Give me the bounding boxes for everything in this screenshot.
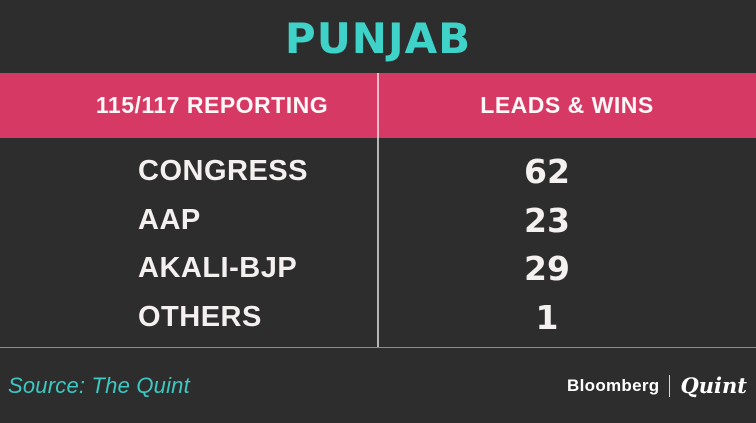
party-label: AAP — [138, 203, 201, 236]
table-row: CONGRESS 62 — [0, 147, 756, 196]
leads-wins-value: 29 — [524, 249, 570, 289]
table-row: AAP 23 — [0, 196, 756, 245]
bloomberg-wordmark: Bloomberg — [567, 375, 660, 395]
logo-divider-bar — [669, 374, 671, 397]
footer: Source: The Quint Bloomberg Quint — [0, 348, 756, 423]
party-label: OTHERS — [138, 301, 262, 334]
leads-wins-value: 23 — [524, 200, 570, 240]
table-row: OTHERS 1 — [0, 293, 756, 342]
table-body: CONGRESS 62 AAP 23 AKALI-BJP 29 OTHERS 1 — [0, 138, 756, 347]
leads-wins-value: 1 — [535, 298, 559, 338]
column-divider-line — [377, 73, 379, 347]
bloomberg-quint-logo: Bloomberg Quint — [567, 373, 747, 398]
table-row: AKALI-BJP 29 — [0, 245, 756, 294]
party-label: AKALI-BJP — [138, 252, 298, 285]
header-reporting: 115/117 REPORTING — [95, 92, 329, 118]
party-label: CONGRESS — [138, 154, 308, 187]
leads-wins-value: 62 — [524, 151, 570, 191]
header-leads-wins: LEADS & WINS — [480, 92, 654, 118]
page-title: PUNJAB — [284, 13, 472, 63]
table-bottom-rule — [0, 347, 756, 348]
quint-wordmark: Quint — [680, 373, 747, 398]
title-bar: PUNJAB — [0, 0, 756, 73]
source-credit: Source: The Quint — [8, 372, 190, 398]
